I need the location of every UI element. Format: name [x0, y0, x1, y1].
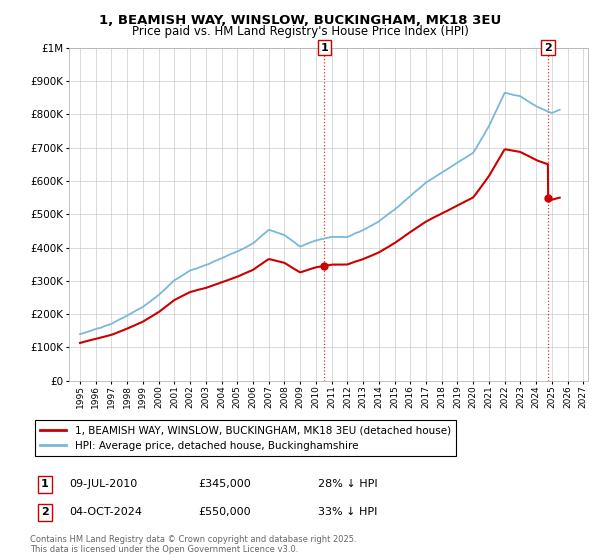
Text: Price paid vs. HM Land Registry's House Price Index (HPI): Price paid vs. HM Land Registry's House …: [131, 25, 469, 38]
Text: 09-JUL-2010: 09-JUL-2010: [69, 479, 137, 489]
Text: Contains HM Land Registry data © Crown copyright and database right 2025.
This d: Contains HM Land Registry data © Crown c…: [30, 535, 356, 554]
Text: 04-OCT-2024: 04-OCT-2024: [69, 507, 142, 517]
Text: £345,000: £345,000: [198, 479, 251, 489]
Text: 28% ↓ HPI: 28% ↓ HPI: [318, 479, 377, 489]
Text: 1, BEAMISH WAY, WINSLOW, BUCKINGHAM, MK18 3EU: 1, BEAMISH WAY, WINSLOW, BUCKINGHAM, MK1…: [99, 14, 501, 27]
Legend: 1, BEAMISH WAY, WINSLOW, BUCKINGHAM, MK18 3EU (detached house), HPI: Average pri: 1, BEAMISH WAY, WINSLOW, BUCKINGHAM, MK1…: [35, 421, 456, 456]
Text: 2: 2: [544, 43, 552, 53]
Text: 2: 2: [41, 507, 49, 517]
Text: 1: 1: [41, 479, 49, 489]
Text: £550,000: £550,000: [198, 507, 251, 517]
Text: 33% ↓ HPI: 33% ↓ HPI: [318, 507, 377, 517]
Text: 1: 1: [320, 43, 328, 53]
